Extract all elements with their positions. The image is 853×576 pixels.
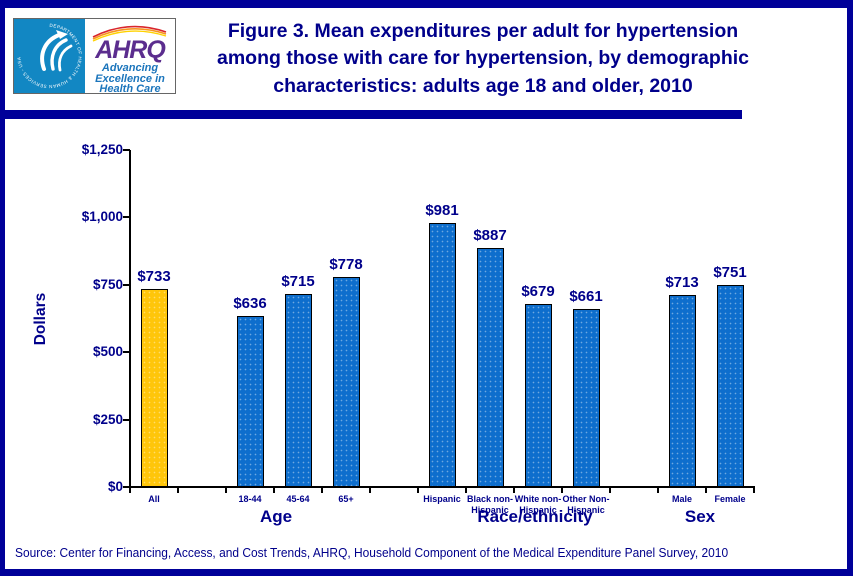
x-axis-group-label: Sex (684, 507, 716, 526)
y-axis-tick (123, 486, 130, 488)
ahrq-hhs-logo: DEPARTMENT OF HEALTH & HUMAN SERVICES - … (13, 18, 176, 94)
x-axis-tick (561, 487, 563, 493)
bar-hispanic (428, 222, 456, 487)
ahrq-rainbow-arc (92, 25, 167, 42)
x-axis-label: 65+ (338, 494, 354, 504)
bar-45-64 (284, 294, 312, 487)
bar-white-non-hispanic (524, 303, 552, 487)
bar-18-44 (236, 315, 264, 487)
y-axis-tick-label: $0 (107, 479, 123, 494)
ahrq-tagline-line1: Advancing (101, 62, 159, 74)
x-axis-tick (129, 487, 131, 493)
x-axis-label: Other Non-Hispanic (562, 494, 610, 515)
bar-value-label: $778 (329, 256, 363, 274)
x-axis-group-label: Age (259, 507, 293, 526)
x-axis-group-label: Race/ethnicity (477, 507, 593, 526)
x-axis-label: Hispanic (423, 494, 461, 504)
bar-value-label: $661 (569, 287, 603, 305)
bar-value-label: $636 (233, 294, 267, 312)
hhs-eagle-head (56, 30, 68, 39)
bar-chart: Dollars $0 $250 $500 $750 $1,000 $1,250 $733 Al… (5, 8, 847, 569)
x-axis-tick (225, 487, 227, 493)
x-axis-tick (753, 487, 755, 493)
y-axis-tick-label: $500 (92, 344, 123, 360)
bar-value-label: $715 (281, 273, 315, 291)
x-axis-tick (657, 487, 659, 493)
x-axis-label: 45-64 (286, 494, 310, 504)
y-axis-tick-label: $1,250 (81, 142, 123, 157)
x-axis-tick (321, 487, 323, 493)
bar-value-label: $733 (137, 268, 171, 286)
y-axis-tick-label: $1,000 (81, 209, 123, 225)
bar-black-non-hispanic (476, 247, 504, 487)
bar-value-label: $713 (665, 273, 699, 291)
source-note: Source: Center for Financing, Access, an… (15, 545, 729, 560)
x-axis-tick (465, 487, 467, 493)
bar-value-label: $751 (713, 263, 747, 281)
y-axis-line (129, 150, 131, 487)
x-axis-label: Female (714, 494, 746, 504)
x-axis-line (129, 486, 755, 488)
y-axis-tick-label: $250 (92, 411, 123, 427)
bar-value-label: $887 (473, 226, 507, 244)
x-axis-label: Male (671, 494, 692, 504)
ahrq-acronym: AHRQ (94, 36, 166, 64)
bar-male (668, 294, 696, 487)
x-axis-tick (705, 487, 707, 493)
x-axis-label: 18-44 (238, 494, 262, 504)
figure-title: Figure 3. Mean expenditures per adult fo… (216, 20, 749, 97)
x-axis-tick (417, 487, 419, 493)
x-axis-label: White non-Hispanic (514, 494, 562, 515)
y-axis-tick-label: $750 (92, 276, 123, 292)
bar-female (716, 284, 744, 487)
bar-value-label: $679 (521, 282, 555, 300)
bar-other-non-hispanic (572, 308, 600, 487)
y-axis-tick (123, 283, 130, 286)
y-axis-tick (123, 149, 130, 151)
ahrq-tagline-line3: Health Care (99, 83, 160, 94)
x-axis-tick (273, 487, 275, 493)
ahrq-tagline-line2: Excellence in (95, 73, 165, 85)
hhs-emblem-background (14, 19, 85, 93)
bar-value-label: $981 (425, 201, 459, 219)
x-axis-tick (177, 487, 179, 493)
y-axis-title: Dollars (32, 292, 49, 346)
x-axis-tick (609, 487, 611, 493)
bar-65- (332, 277, 360, 487)
x-axis-label: All (148, 494, 160, 504)
hhs-eagle-icon (40, 33, 73, 72)
y-axis-tick (123, 418, 130, 421)
x-axis-tick (369, 487, 371, 493)
header-divider-bar (5, 110, 742, 119)
x-axis-label: Black non-Hispanic (466, 494, 513, 515)
x-axis-tick (513, 487, 515, 493)
bar-all (140, 289, 168, 487)
y-axis-tick (123, 216, 130, 219)
y-axis-tick (123, 351, 130, 354)
